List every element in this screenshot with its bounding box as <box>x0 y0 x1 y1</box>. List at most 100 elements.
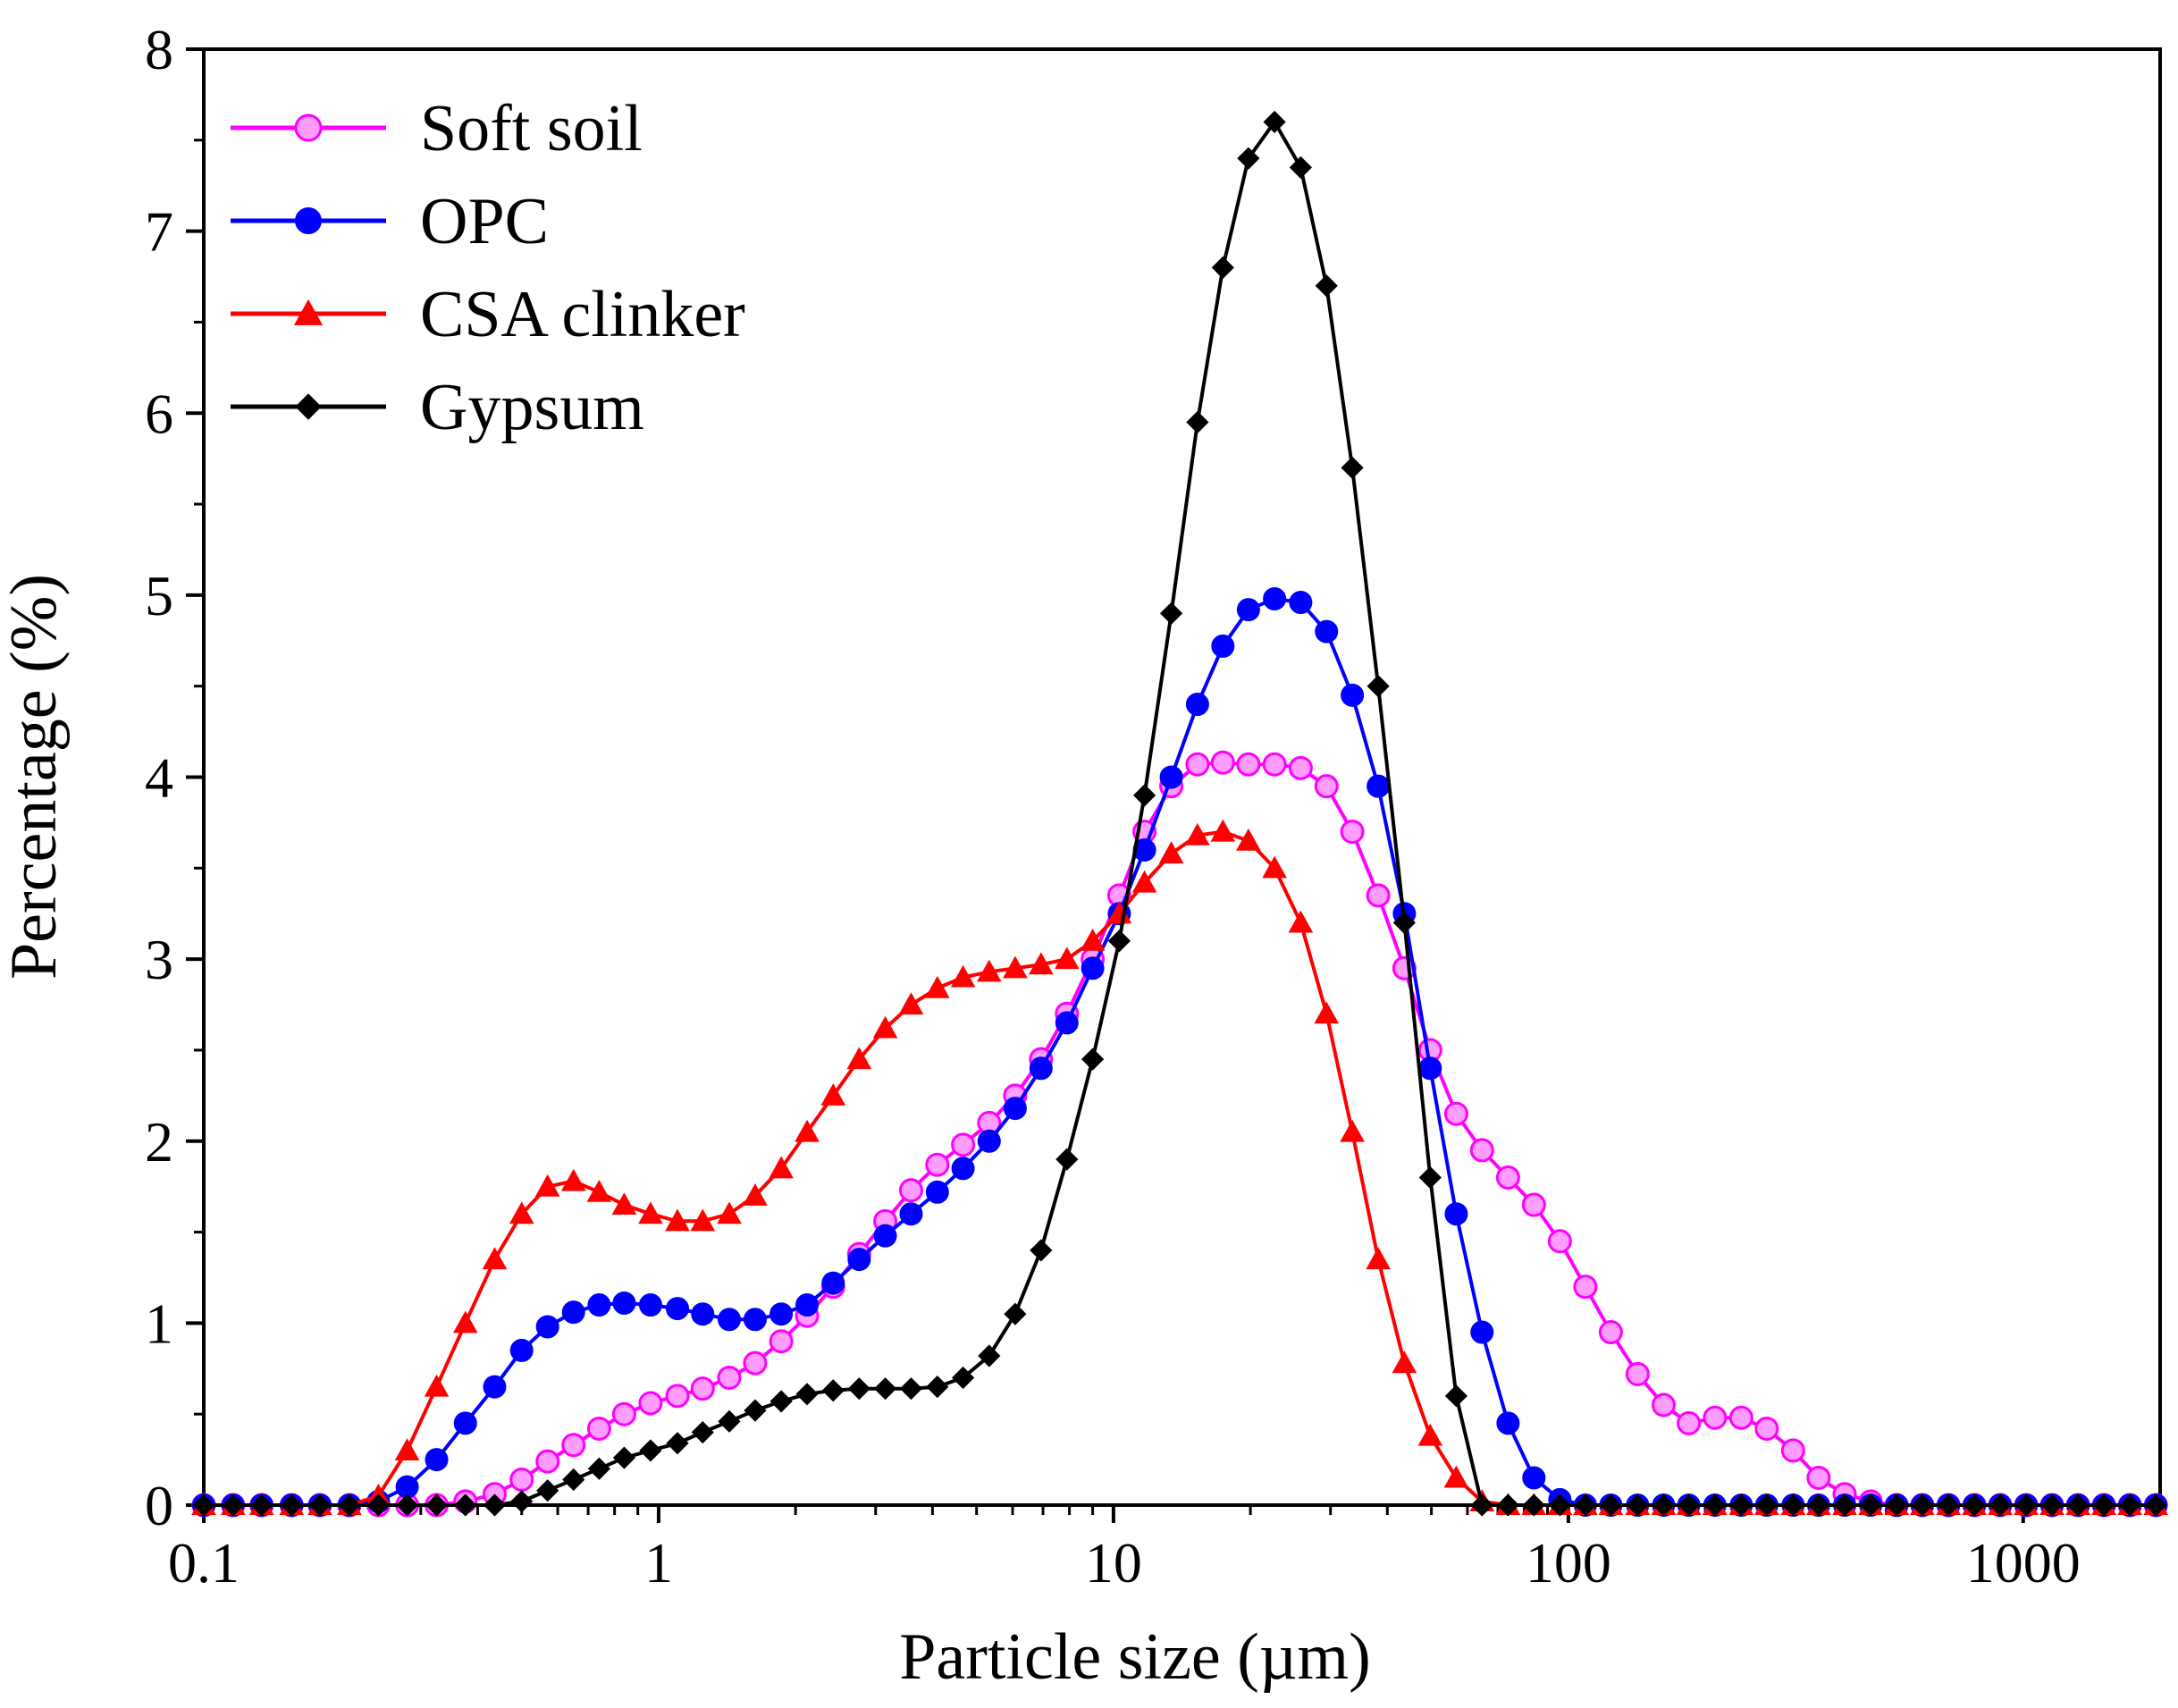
data-point <box>1314 774 1339 799</box>
data-point <box>795 1119 820 1142</box>
legend-item: Soft soil <box>231 92 643 165</box>
data-point <box>612 1446 636 1469</box>
data-point <box>394 1438 420 1460</box>
data-point <box>1495 1165 1520 1190</box>
series-opc <box>192 586 2168 1517</box>
data-point <box>1340 820 1365 845</box>
data-point <box>769 1302 794 1326</box>
data-point <box>1703 1493 1727 1517</box>
data-point <box>1236 598 1260 622</box>
data-point <box>665 1208 690 1232</box>
data-point <box>821 1271 845 1295</box>
data-point <box>612 1291 636 1315</box>
data-point <box>638 1391 663 1416</box>
data-point <box>1185 693 1209 717</box>
data-point <box>1030 1239 1053 1262</box>
data-point <box>1859 1493 1882 1517</box>
data-point <box>925 1152 950 1177</box>
data-point <box>1367 675 1390 698</box>
data-point <box>1366 883 1391 908</box>
data-point <box>1443 1101 1468 1126</box>
data-point <box>951 1157 975 1181</box>
data-point <box>873 1377 897 1401</box>
data-point <box>691 1420 714 1444</box>
data-point <box>338 1493 361 1517</box>
data-point <box>977 959 1002 982</box>
data-point <box>395 1493 419 1517</box>
data-point <box>769 1156 794 1179</box>
data-point <box>1159 765 1183 789</box>
data-point <box>482 1247 508 1270</box>
data-point <box>1367 774 1391 798</box>
data-point <box>821 1379 845 1402</box>
data-point <box>1210 819 1236 842</box>
data-point <box>1963 1493 1986 1517</box>
data-point <box>1755 1493 1779 1517</box>
data-point <box>1029 1056 1053 1081</box>
x-tick-label: 100 <box>1526 1531 1611 1594</box>
data-point <box>611 1192 637 1216</box>
data-point <box>899 1202 923 1226</box>
data-point <box>666 1432 689 1455</box>
data-point <box>665 1384 690 1409</box>
data-point <box>1080 928 1106 951</box>
data-point <box>509 1201 534 1224</box>
data-point <box>1470 1493 1493 1517</box>
data-point <box>454 1493 477 1517</box>
y-tick-label: 4 <box>145 746 173 810</box>
data-point <box>1392 1350 1417 1374</box>
y-tick-label: 8 <box>145 18 173 81</box>
data-point <box>847 1377 870 1401</box>
data-point <box>1054 947 1080 970</box>
data-point <box>1263 110 1286 134</box>
legend-item: Gypsum <box>231 371 644 444</box>
data-point <box>1652 1493 1676 1517</box>
data-point <box>926 1376 949 1399</box>
data-point <box>293 299 324 325</box>
data-point <box>717 1201 742 1224</box>
data-point <box>587 1457 610 1480</box>
data-point <box>1341 683 1365 707</box>
data-point <box>1210 750 1235 775</box>
data-point <box>2066 1493 2090 1517</box>
data-point <box>2014 1493 2038 1517</box>
data-point <box>847 1248 871 1272</box>
data-point <box>1262 752 1287 777</box>
data-point <box>1081 956 1105 980</box>
data-point <box>1989 1493 2012 1517</box>
data-point <box>898 1178 923 1203</box>
data-point <box>718 1308 742 1332</box>
legend-label: Soft soil <box>420 92 643 165</box>
data-point <box>690 1208 716 1232</box>
data-point <box>1003 955 1028 979</box>
data-point <box>743 1350 768 1376</box>
data-point <box>2144 1493 2167 1517</box>
data-point <box>925 975 950 998</box>
data-point <box>2092 1493 2115 1517</box>
data-point <box>1131 870 1157 893</box>
data-point <box>1807 1493 1830 1517</box>
data-point <box>509 1467 534 1492</box>
data-point <box>1211 256 1234 279</box>
data-point <box>1470 1320 1494 1344</box>
x-tick-label: 10 <box>1085 1531 1142 1594</box>
y-tick-label: 6 <box>145 382 173 445</box>
data-point <box>483 1375 507 1399</box>
data-point <box>1055 1011 1079 1035</box>
data-point <box>1081 1048 1105 1071</box>
x-tick-label: 0.1 <box>168 1531 240 1594</box>
data-point <box>1418 1165 1442 1190</box>
data-point <box>795 1383 819 1406</box>
data-point <box>294 114 323 142</box>
data-point <box>872 1015 898 1039</box>
data-point <box>561 1433 586 1458</box>
data-point <box>1911 1493 1934 1517</box>
data-point <box>509 1338 534 1362</box>
data-point <box>1599 1493 1622 1517</box>
data-point <box>295 393 322 420</box>
legend-label: Gypsum <box>420 371 644 444</box>
data-point <box>1418 1056 1442 1081</box>
data-point <box>1314 1001 1340 1024</box>
data-point <box>560 1168 586 1191</box>
data-point <box>743 1308 767 1332</box>
